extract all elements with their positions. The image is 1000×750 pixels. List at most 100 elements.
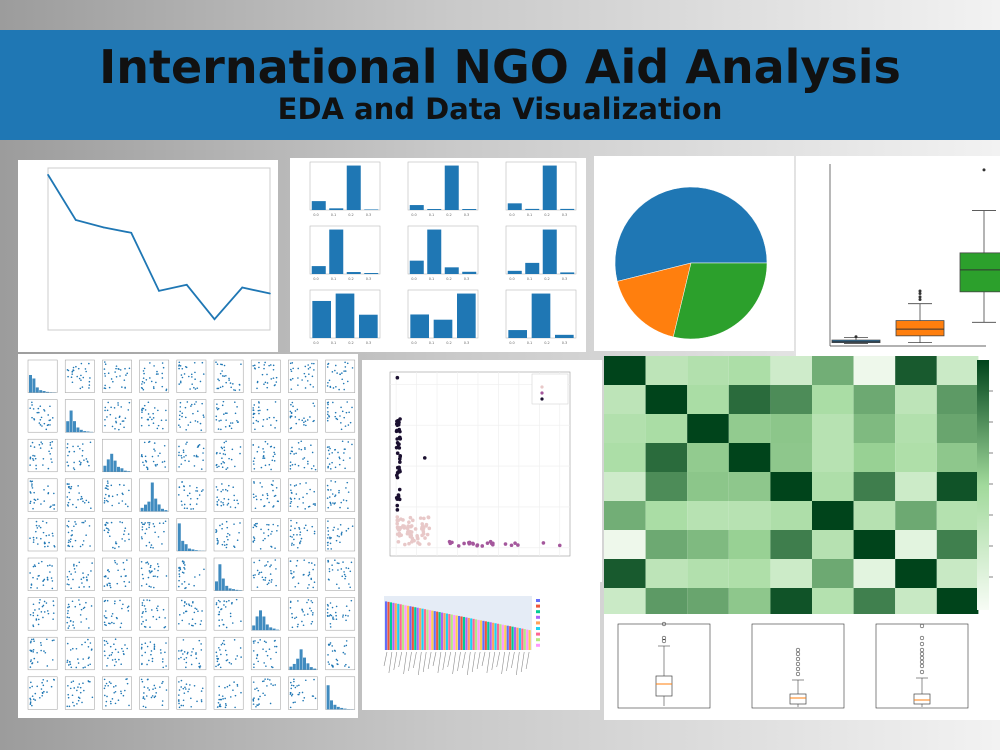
pair-point xyxy=(289,465,292,467)
pair-point xyxy=(178,657,180,660)
pair-point xyxy=(32,408,35,410)
pair-point xyxy=(31,662,34,664)
pair-point xyxy=(179,426,181,428)
pair-point xyxy=(159,686,161,688)
pair-point xyxy=(347,507,349,509)
pair-point xyxy=(230,663,233,665)
pair-point xyxy=(31,638,33,641)
pair-point xyxy=(32,638,35,641)
bar xyxy=(508,330,527,338)
pair-point xyxy=(124,540,126,542)
pair-point xyxy=(180,686,183,688)
pair-point xyxy=(308,571,311,574)
pair-point xyxy=(345,663,347,666)
pair-point xyxy=(262,457,264,459)
pair-point xyxy=(339,506,341,509)
pair-point xyxy=(265,665,267,667)
pair-point xyxy=(275,568,277,570)
pair-point xyxy=(34,692,37,695)
pair-cell xyxy=(139,518,170,552)
pair-point xyxy=(292,367,294,370)
pair-point xyxy=(256,522,258,525)
pair-point xyxy=(261,680,264,683)
pair-point xyxy=(35,619,38,621)
pair-point xyxy=(296,559,299,562)
pair-point xyxy=(33,657,36,660)
pair-point xyxy=(239,446,242,448)
heatmap-cell xyxy=(604,472,646,501)
pair-point xyxy=(178,622,180,625)
hist-bar xyxy=(76,427,80,433)
scatter-point xyxy=(489,541,494,546)
pair-point xyxy=(144,522,146,524)
pair-point xyxy=(35,520,38,523)
pair-point xyxy=(106,583,108,586)
pair-point xyxy=(266,386,269,389)
pair-point xyxy=(156,609,159,612)
pair-point xyxy=(195,503,198,505)
pair-point xyxy=(140,567,143,570)
pair-point xyxy=(127,533,130,535)
x-tick-label: 0.2 xyxy=(446,277,452,281)
heatmap-cell xyxy=(728,414,771,443)
pair-point xyxy=(73,461,75,464)
pair-point xyxy=(117,402,119,404)
pair-point xyxy=(274,645,276,648)
pair-point xyxy=(216,503,219,506)
pair-point xyxy=(273,451,275,454)
pair-point xyxy=(125,575,127,577)
scatter-point xyxy=(395,532,400,537)
pair-point xyxy=(181,560,184,563)
pair-point xyxy=(197,610,199,612)
pair-point xyxy=(184,568,186,570)
pair-point xyxy=(294,463,297,466)
pair-point xyxy=(148,585,151,588)
pair-point xyxy=(162,666,165,669)
pair-point xyxy=(124,527,127,530)
pair-point xyxy=(326,484,329,487)
scatter-point xyxy=(398,460,402,464)
pair-point xyxy=(116,494,119,496)
gdpp-child-mort-scatter xyxy=(362,360,602,582)
title-banner xyxy=(0,30,1000,140)
pair-point xyxy=(114,600,116,602)
pair-point xyxy=(154,450,156,452)
pair-point xyxy=(294,416,297,418)
pair-point xyxy=(164,520,167,523)
pair-point xyxy=(118,546,120,548)
pair-point xyxy=(328,379,331,382)
pair-point xyxy=(45,602,48,604)
pair-point xyxy=(291,463,294,466)
pair-point xyxy=(290,544,293,546)
pair-point xyxy=(196,387,199,389)
pair-point xyxy=(67,545,69,547)
pair-point xyxy=(340,568,343,570)
pair-point xyxy=(89,377,91,379)
pair-point xyxy=(198,444,201,446)
pair-point xyxy=(199,422,202,425)
pair-point xyxy=(333,649,336,652)
bar xyxy=(389,602,392,650)
chart-svg xyxy=(604,356,993,617)
scatter-point xyxy=(421,526,426,531)
pair-point xyxy=(235,598,238,601)
pair-point xyxy=(42,684,45,687)
pair-point xyxy=(220,504,223,507)
pair-point xyxy=(217,428,220,430)
pair-point xyxy=(148,659,150,662)
pair-point xyxy=(326,417,329,419)
pair-point xyxy=(118,415,121,418)
hist-bar xyxy=(29,374,32,393)
pair-point xyxy=(149,566,152,569)
pair-point xyxy=(72,680,75,683)
pair-point xyxy=(113,602,116,605)
pair-point xyxy=(192,624,194,627)
pair-point xyxy=(308,561,310,564)
pair-point xyxy=(255,705,257,708)
pair-point xyxy=(157,569,159,572)
pair-point xyxy=(178,451,180,454)
scatter-point xyxy=(408,533,413,538)
pair-point xyxy=(178,681,180,683)
pair-point xyxy=(165,689,168,691)
pair-point xyxy=(188,604,191,607)
